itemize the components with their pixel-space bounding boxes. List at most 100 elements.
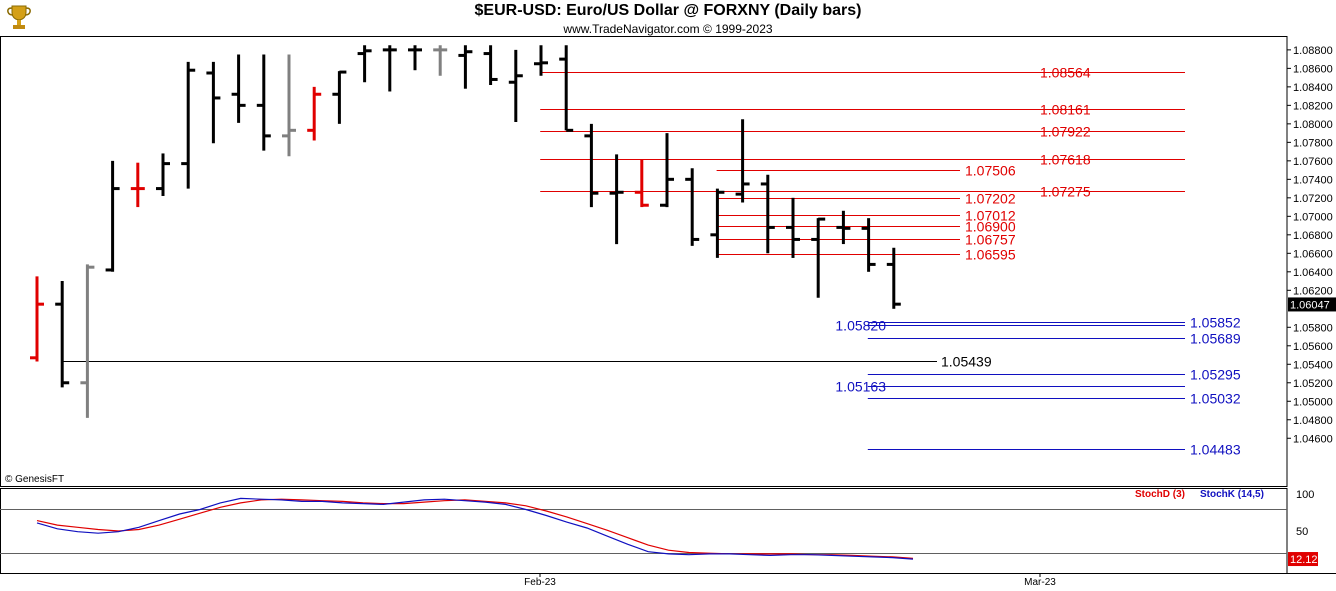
level-label: 1.05295 [1190, 367, 1241, 383]
ohlc-bar [156, 153, 170, 196]
ohlc-bar [483, 45, 498, 86]
legend-stoch-k: StochK (14,5) [1200, 489, 1264, 500]
ohlc-bar [256, 54, 271, 151]
chart-subtitle: www.TradeNavigator.com © 1999-2023 [563, 22, 773, 36]
ohlc-bar [105, 160, 120, 272]
level-label: 1.05820 [835, 318, 886, 334]
level-label: 1.05032 [1190, 391, 1241, 407]
ohlc-bar [584, 123, 599, 208]
level-label: 1.05689 [1190, 331, 1241, 347]
legend-stoch-d: StochD (3) [1135, 489, 1185, 500]
ohlc-bar [836, 210, 851, 245]
price-axis: 1.08800 1.08600 1.08400 1.08200 1.08000 1.078… [1287, 45, 1336, 445]
ohlc-bar [508, 49, 523, 122]
price-tick-label: 1.08400 [1293, 82, 1333, 94]
stoch-k-line [36, 497, 914, 560]
price-panel-border [0, 36, 1288, 487]
chart-frame [0, 36, 1336, 574]
chart-title: $EUR-USD: Euro/US Dollar @ FORXNY (Daily… [474, 2, 862, 19]
ohlc-bar [559, 45, 574, 132]
ohlc-bar [634, 158, 649, 208]
ohlc-bar [710, 188, 725, 258]
price-tick-label: 1.05800 [1293, 322, 1333, 334]
stoch-last-label: 12.12 [1290, 554, 1318, 566]
price-tick-label: 1.05400 [1293, 359, 1333, 371]
ohlc-bar [534, 45, 548, 76]
ohlc-bar [861, 218, 876, 272]
ohlc-bar [886, 247, 901, 309]
stoch-d-line [36, 498, 914, 559]
level-label: 1.05163 [835, 379, 886, 395]
trophy-icon [7, 5, 31, 29]
ohlc-bar [786, 197, 800, 258]
price-tick-label: 1.07600 [1293, 156, 1333, 168]
price-tick-label: 1.08000 [1293, 119, 1333, 131]
level-label: 1.06900 [965, 219, 1016, 235]
level-label: 1.04483 [1190, 442, 1241, 458]
ohlc-bar [735, 119, 750, 203]
price-tick-label: 1.06200 [1293, 285, 1333, 297]
level-label: 1.06757 [965, 232, 1016, 248]
level-label: 1.07618 [1040, 152, 1091, 168]
price-tick-label: 1.04600 [1293, 433, 1333, 445]
ohlc-bar [206, 61, 221, 144]
stochastic-panel: 100 50 12.12 [0, 489, 1318, 567]
level-label: 1.06595 [965, 247, 1016, 263]
level-label: 1.08161 [1040, 102, 1091, 118]
level-label: 1.07506 [965, 163, 1016, 179]
price-tick-label: 1.04800 [1293, 415, 1333, 427]
price-bars [30, 45, 901, 418]
ohlc-bar [307, 86, 322, 141]
level-label: 1.07275 [1040, 184, 1091, 200]
price-tick-label: 1.06600 [1293, 248, 1333, 260]
ohlc-bar [181, 61, 196, 189]
ohlc-bar [30, 276, 44, 362]
ohlc-bar [382, 45, 397, 92]
price-tick-label: 1.07000 [1293, 211, 1333, 223]
price-tick-label: 1.06400 [1293, 267, 1333, 279]
price-tick-label: 1.05200 [1293, 378, 1333, 390]
stoch-tick-label: 100 [1296, 489, 1314, 501]
stoch-last-box [1288, 552, 1318, 567]
ohlc-bar [433, 45, 448, 76]
price-tick-label: 1.06800 [1293, 230, 1333, 242]
price-tick-label: 1.05600 [1293, 341, 1333, 353]
level-label: 1.05439 [941, 354, 992, 370]
ohlc-bar [660, 133, 674, 208]
price-tick-label: 1.07800 [1293, 137, 1333, 149]
level-label: 1.05852 [1190, 315, 1241, 331]
price-tick-label: 1.07400 [1293, 174, 1333, 186]
date-tick-label: Feb-23 [524, 577, 556, 588]
price-tick-label: 1.07200 [1293, 193, 1333, 205]
ohlc-bar [760, 174, 775, 254]
ohlc-bar [80, 264, 95, 418]
price-tick-label: 1.08800 [1293, 45, 1333, 57]
level-lines: 1.08564 1.08161 1.07922 1.07618 1.07506 1.072… [61, 65, 1241, 458]
ohlc-bar [332, 70, 347, 124]
ohlc-bar [130, 162, 145, 208]
price-tick-label: 1.08200 [1293, 100, 1333, 112]
ohlc-bar [609, 154, 624, 245]
date-tick-label: Mar-23 [1024, 577, 1056, 588]
ohlc-bar [408, 45, 422, 71]
stoch-tick-label: 50 [1296, 526, 1308, 538]
price-tick-label: 1.05000 [1293, 396, 1333, 408]
ohlc-bar [231, 54, 246, 123]
date-axis: Feb-23 Mar-23 [524, 573, 1056, 588]
level-label: 1.08564 [1040, 65, 1091, 81]
ohlc-bar [685, 168, 700, 246]
ohlc-bar [811, 217, 826, 298]
ohlc-bar [458, 45, 473, 89]
ohlc-bar [357, 45, 372, 83]
last-price-label: 1.06047 [1290, 299, 1330, 311]
ohlc-bar [282, 54, 296, 157]
level-label: 1.07922 [1040, 124, 1091, 140]
price-tick-label: 1.08600 [1293, 63, 1333, 75]
stoch-panel-border [0, 488, 1288, 574]
level-label: 1.07202 [965, 191, 1016, 207]
ohlc-bar [55, 281, 70, 388]
last-price-box [1288, 297, 1336, 312]
level-label: 1.07012 [965, 208, 1016, 224]
credit-label: © GenesisFT [5, 474, 65, 485]
